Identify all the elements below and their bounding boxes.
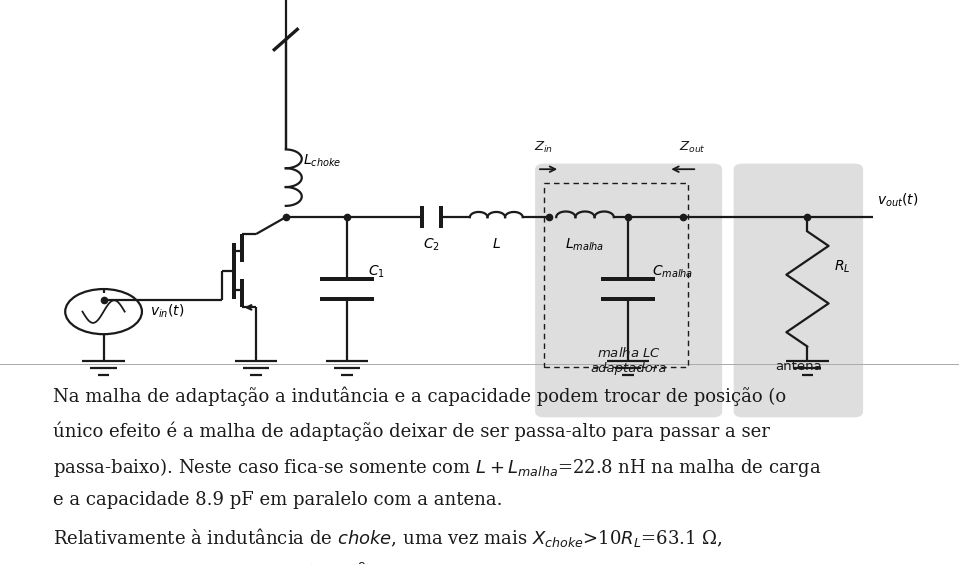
Text: $L_{choke}$: $L_{choke}$ (303, 152, 341, 169)
Text: Na malha de adaptação a indutância e a capacidade podem trocar de posição (o: Na malha de adaptação a indutância e a c… (53, 386, 785, 406)
Text: malha $LC$
adaptadora: malha $LC$ adaptadora (591, 346, 667, 376)
Text: $C_1$: $C_1$ (368, 264, 386, 280)
Text: $R_L$: $R_L$ (834, 258, 851, 275)
Text: $Z_{out}$: $Z_{out}$ (679, 140, 706, 155)
Text: $L_{malha}$: $L_{malha}$ (565, 237, 605, 253)
Text: $C_{malha}$: $C_{malha}$ (652, 264, 693, 280)
Text: $L$: $L$ (492, 237, 501, 251)
Text: Relativamente à indutância de $\it{choke}$, uma vez mais $X_{choke}$>10$R_L$=63.: Relativamente à indutância de $\it{choke… (53, 526, 722, 549)
Text: $v_{in}(t)$: $v_{in}(t)$ (150, 303, 184, 320)
Bar (544, 183, 688, 367)
FancyBboxPatch shape (734, 164, 863, 417)
Text: passa-baixo). Neste caso fica-se somente com $L+L_{malha}$=22.8 nH na malha de c: passa-baixo). Neste caso fica-se somente… (53, 456, 821, 479)
Text: único efeito é a malha de adaptação deixar de ser passa-alto para passar a ser: único efeito é a malha de adaptação deix… (53, 421, 770, 441)
Text: antena: antena (775, 360, 822, 373)
FancyBboxPatch shape (535, 164, 722, 417)
Text: resultando em $L_{choke}$ >63.1/(2$\pi$10$^9$)=10 nF.: resultando em $L_{choke}$ >63.1/(2$\pi$1… (53, 561, 447, 564)
Text: $Z_{in}$: $Z_{in}$ (534, 140, 553, 155)
Text: $v_{out}(t)$: $v_{out}(t)$ (877, 192, 919, 209)
Text: $C_2$: $C_2$ (423, 237, 440, 253)
Text: e a capacidade 8.9 pF em paralelo com a antena.: e a capacidade 8.9 pF em paralelo com a … (53, 491, 503, 509)
